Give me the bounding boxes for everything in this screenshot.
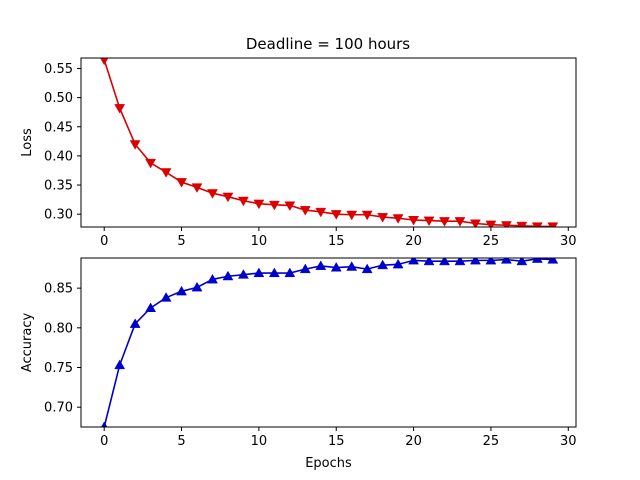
x-tick-label: 20 bbox=[405, 234, 422, 249]
data-point bbox=[114, 104, 126, 114]
data-point bbox=[176, 285, 187, 296]
data-point bbox=[315, 260, 327, 270]
data-point bbox=[253, 267, 265, 278]
accuracy-panel: 0 5 10 15 20 25 30 0.70 0.75 0.80 0.85 Accuracy Epoc… bbox=[20, 257, 577, 471]
x-tick-label: 20 bbox=[405, 434, 422, 449]
y-axis-label: Accuracy bbox=[20, 313, 35, 373]
data-point bbox=[176, 178, 187, 188]
data-point bbox=[439, 258, 450, 266]
data-point bbox=[207, 189, 218, 199]
data-point bbox=[114, 359, 126, 370]
data-point bbox=[516, 258, 528, 266]
data-point bbox=[160, 292, 172, 302]
data-point bbox=[439, 217, 450, 227]
data-point bbox=[284, 267, 296, 278]
y-tick-label: 0.50 bbox=[44, 91, 73, 106]
data-point bbox=[408, 216, 420, 226]
data-point bbox=[299, 206, 311, 216]
x-tick-label: 25 bbox=[483, 234, 500, 249]
x-tick-label: 5 bbox=[177, 234, 185, 249]
data-point bbox=[284, 201, 296, 211]
data-point bbox=[485, 258, 497, 265]
data-point bbox=[191, 281, 203, 292]
plot-frame bbox=[80, 257, 577, 428]
series-group bbox=[101, 258, 559, 427]
data-point bbox=[547, 222, 559, 227]
data-point bbox=[531, 222, 543, 227]
x-axis-label: Epochs bbox=[305, 456, 352, 471]
data-point bbox=[101, 421, 108, 427]
data-point bbox=[222, 270, 234, 281]
x-tick-label: 25 bbox=[483, 434, 500, 449]
data-point bbox=[346, 261, 358, 271]
data-point bbox=[253, 199, 265, 210]
data-point bbox=[408, 258, 420, 265]
loss-panel: 0 5 10 15 20 25 30 0.30 0.35 0.40 0.45 0.50 0.55 Loss bbox=[20, 57, 577, 249]
x-tick-label: 30 bbox=[560, 234, 577, 249]
data-point bbox=[392, 214, 404, 224]
x-tick-label: 30 bbox=[560, 434, 577, 449]
y-tick-label: 0.75 bbox=[44, 361, 73, 376]
data-point bbox=[299, 263, 311, 274]
x-tick-label: 15 bbox=[328, 434, 345, 449]
data-point bbox=[237, 269, 249, 279]
data-point bbox=[207, 273, 218, 284]
data-point bbox=[268, 267, 280, 278]
data-point bbox=[361, 210, 373, 221]
data-point bbox=[191, 183, 203, 193]
y-tick-label: 0.80 bbox=[44, 321, 73, 336]
data-point bbox=[145, 302, 157, 312]
data-point bbox=[129, 140, 141, 150]
data-point bbox=[100, 58, 109, 66]
data-point bbox=[392, 258, 404, 269]
data-point bbox=[547, 258, 559, 264]
y-tick-label: 0.45 bbox=[44, 120, 73, 135]
data-point bbox=[330, 210, 342, 220]
data-point bbox=[423, 258, 435, 266]
data-point bbox=[330, 262, 342, 272]
chart-title: Deadline = 100 hours bbox=[246, 35, 410, 53]
series-group bbox=[100, 58, 559, 227]
data-point bbox=[377, 213, 389, 223]
y-tick-label: 0.55 bbox=[44, 62, 73, 77]
data-point bbox=[485, 220, 497, 227]
y-tick-label: 0.85 bbox=[44, 282, 73, 297]
x-tick-label: 15 bbox=[328, 234, 345, 249]
data-point bbox=[268, 200, 280, 211]
x-tick-label: 5 bbox=[177, 434, 185, 449]
y-tick-label: 0.30 bbox=[44, 208, 73, 223]
data-point bbox=[129, 318, 141, 328]
data-point bbox=[361, 263, 373, 274]
y-tick-label: 0.40 bbox=[44, 149, 73, 164]
data-point bbox=[160, 168, 172, 178]
data-point bbox=[470, 219, 481, 227]
data-point bbox=[377, 259, 389, 270]
data-point bbox=[470, 258, 481, 265]
data-point bbox=[500, 221, 512, 227]
data-point bbox=[315, 207, 327, 218]
data-point bbox=[500, 258, 512, 264]
data-point bbox=[454, 258, 466, 266]
x-tick-label: 0 bbox=[100, 234, 108, 249]
x-tick-label: 10 bbox=[251, 234, 268, 249]
data-point bbox=[145, 158, 157, 169]
x-tick-label: 0 bbox=[100, 434, 108, 449]
data-point bbox=[237, 196, 249, 207]
plot-frame bbox=[80, 57, 577, 228]
y-tick-label: 0.35 bbox=[44, 179, 73, 194]
data-point bbox=[423, 216, 435, 227]
x-tick-label: 10 bbox=[251, 434, 268, 449]
data-point bbox=[454, 217, 466, 227]
y-axis-label: Loss bbox=[20, 128, 35, 157]
data-point bbox=[346, 210, 358, 221]
data-point bbox=[516, 221, 528, 227]
y-tick-label: 0.70 bbox=[44, 401, 73, 416]
data-point bbox=[222, 192, 234, 203]
